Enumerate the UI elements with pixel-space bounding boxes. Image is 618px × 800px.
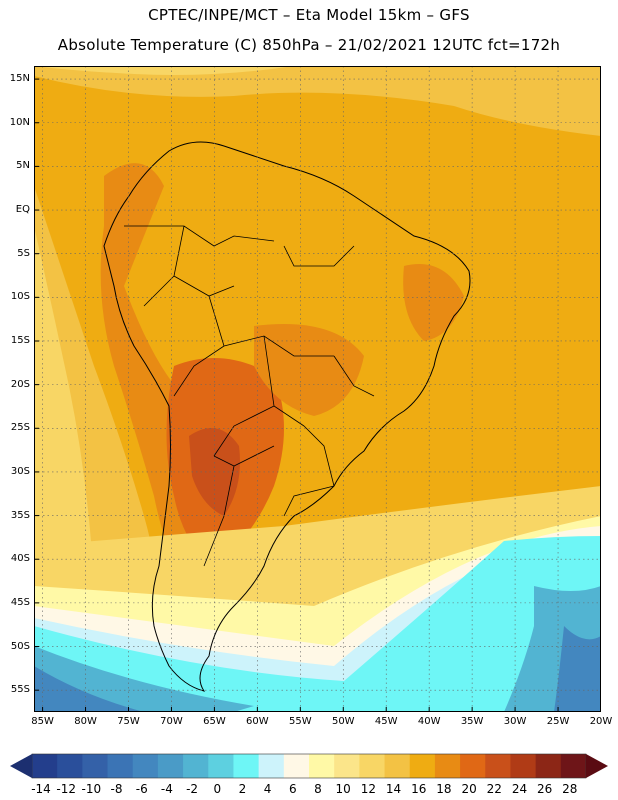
temp-zone-pacific-west (34, 226, 94, 596)
country-borders (124, 225, 375, 567)
grid-lines (34, 66, 601, 712)
colorbar-label: 4 (263, 782, 272, 796)
colorbar-label: 0 (213, 782, 222, 796)
colorbar-cell (384, 754, 411, 778)
colorbar-under-arrow (10, 754, 32, 778)
colorbar-label: 10 (335, 782, 351, 796)
colorbar-cell (208, 754, 234, 778)
lat-label: 55S (10, 684, 30, 696)
colorbar-over-arrow (586, 754, 608, 778)
colorbar-cell (535, 754, 562, 778)
lon-label: 60W (246, 716, 269, 727)
lon-label: 45W (374, 716, 398, 727)
lon-label: 50W (331, 716, 355, 727)
colorbar-label: 28 (562, 782, 578, 796)
colorbar-cell (57, 754, 83, 778)
colorbar-cell (510, 754, 537, 778)
colorbar-cell (334, 754, 360, 778)
lon-label: 25W (546, 716, 570, 727)
lon-label: 20W (589, 716, 613, 727)
lon-label: 85W (31, 716, 54, 727)
colorbar-label: 22 (486, 782, 502, 796)
colorbar-cell (409, 754, 436, 778)
colorbar-cell (32, 754, 58, 778)
colorbar-cell (132, 754, 159, 778)
colorbar-cells (31, 753, 587, 779)
temp-zone-north-ocean (34, 66, 601, 136)
colorbar-cell (434, 754, 461, 778)
lat-label: 5S (17, 247, 30, 259)
temp-zone-southeast-blue (554, 626, 601, 712)
lon-label: 30W (503, 716, 527, 727)
lat-label: 50S (10, 640, 30, 652)
lat-label: EQ (15, 204, 30, 216)
colorbar-label: -12 (56, 782, 76, 796)
colorbar-label: -4 (160, 782, 173, 796)
lat-label: 30S (10, 465, 30, 477)
colorbar-cell (359, 754, 386, 778)
colorbar-label: 2 (238, 782, 247, 796)
colorbar-label: 18 (436, 782, 452, 796)
map-border (34, 66, 601, 712)
temp-zone-north-ocean-2 (34, 66, 294, 75)
temp-zone-northeast (403, 264, 464, 341)
colorbar-cell (82, 754, 109, 778)
colorbar-cell (283, 754, 310, 778)
colorbar (10, 753, 608, 779)
colorbar-label: 24 (511, 782, 528, 796)
colorbar-cell (460, 754, 486, 778)
colorbar-label: 6 (288, 782, 297, 796)
temp-zone-south-blue (34, 666, 144, 712)
colorbar-cell (157, 754, 184, 778)
lon-label: 35W (460, 716, 484, 727)
temp-zone-south-cyan (34, 536, 601, 712)
colorbar-cell (258, 754, 285, 778)
lat-label: 10N (9, 116, 30, 128)
colorbar-cell (560, 754, 587, 778)
temperature-map-canvas (34, 66, 601, 712)
colorbar-label: -6 (135, 782, 148, 796)
lat-label: 15N (9, 73, 30, 85)
lon-label: 80W (74, 716, 97, 727)
colorbar-label: 16 (411, 782, 427, 796)
lon-label: 65W (203, 716, 226, 727)
lat-label: 45S (10, 596, 30, 608)
colorbar-cell (183, 754, 209, 778)
lat-label: 5N (16, 160, 30, 172)
lat-label: 25S (10, 422, 30, 434)
map-title-line1: CPTEC/INPE/MCT – Eta Model 15km – GFS (148, 6, 470, 24)
colorbar-cell (485, 754, 511, 778)
lat-label: 10S (10, 291, 30, 303)
colorbar-label: 20 (461, 782, 477, 796)
colorbar-label: -10 (81, 782, 102, 796)
lat-label: 15S (10, 334, 30, 346)
colorbar-cell (233, 754, 260, 778)
colorbar-label: 26 (536, 782, 553, 796)
colorbar-label: 14 (385, 782, 402, 796)
lat-label: 40S (10, 553, 30, 565)
lat-label: 35S (10, 509, 30, 521)
map-title-line2: Absolute Temperature (C) 850hPa – 21/02/… (57, 36, 561, 54)
colorbar-label: -14 (31, 782, 51, 796)
lon-label: 75W (117, 716, 140, 727)
colorbar-label: 12 (360, 782, 376, 796)
colorbar-label: 8 (314, 782, 322, 796)
temperature-map (34, 66, 601, 712)
colorbar-cell (309, 754, 335, 778)
lat-label: 20S (10, 378, 30, 390)
colorbar-label: -2 (186, 782, 199, 796)
lon-label: 70W (160, 716, 183, 727)
lon-label: 55W (289, 716, 312, 727)
temp-zone-brazil (254, 324, 364, 416)
colorbar-cell (107, 754, 134, 778)
lon-label: 40W (417, 716, 441, 727)
colorbar-label: -8 (110, 782, 123, 796)
